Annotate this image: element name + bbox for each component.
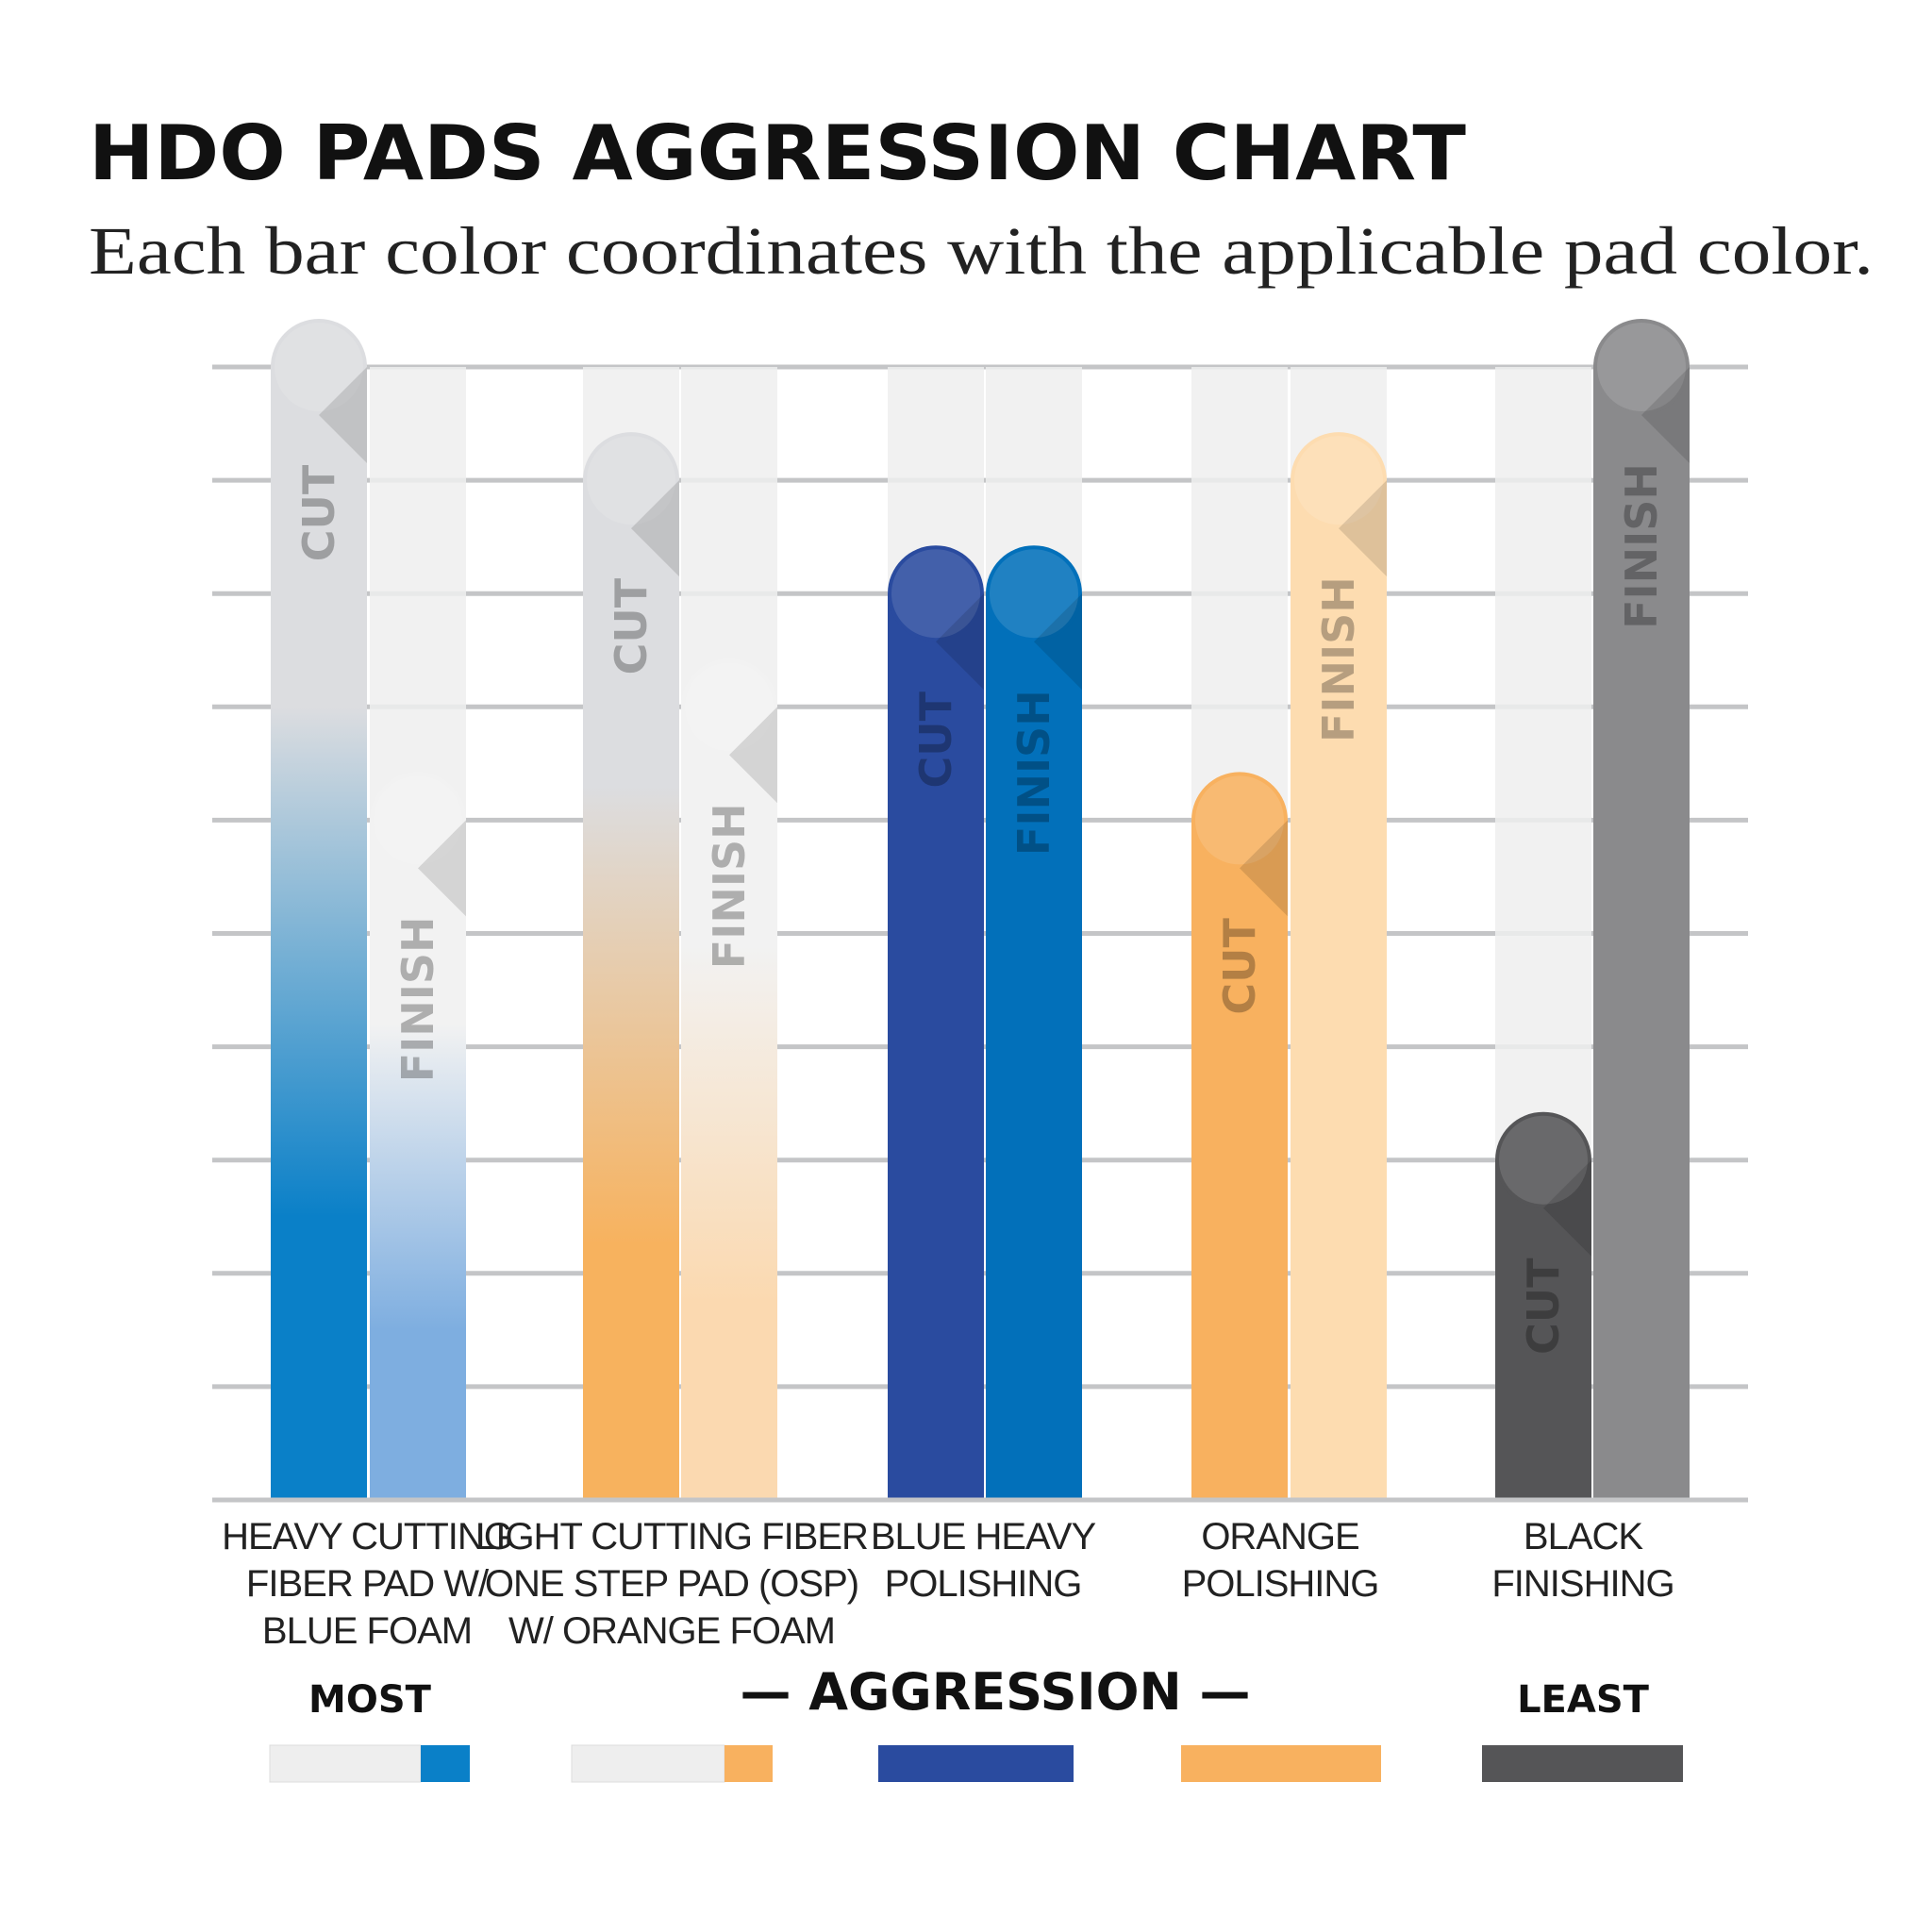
label-line: ORANGE — [1201, 1516, 1358, 1557]
bar-group: FINISH — [986, 545, 1082, 1500]
bar-cap-shade — [1499, 1115, 1588, 1205]
label-line: BLUE FOAM — [262, 1610, 472, 1652]
bar-fold — [1339, 480, 1387, 577]
bar — [1291, 480, 1387, 1501]
bar-cap — [888, 545, 984, 642]
bar-cap — [1593, 319, 1690, 415]
label-line: W/ ORANGE FOAM — [508, 1610, 835, 1652]
bar-cap — [271, 319, 367, 415]
legend-swatches — [269, 1744, 1683, 1783]
bar-cap-shade — [587, 436, 675, 525]
bar-cap-shade — [1597, 323, 1686, 411]
bar-label: FINISH — [704, 803, 755, 969]
bar-cap — [370, 772, 466, 869]
bar-cap-shade — [685, 662, 774, 752]
bar-fold — [936, 593, 984, 691]
label-line: BLACK — [1524, 1516, 1643, 1557]
bar-cap — [1291, 432, 1387, 529]
legend-axis-label: — AGGRESSION — — [740, 1662, 1250, 1722]
bar-fold — [729, 707, 777, 804]
x-tick-label: HEAVY CUTTING FIBER PAD W/BLUE FOAM — [222, 1516, 512, 1652]
bar-label: FINISH — [1008, 690, 1059, 856]
chart-title: HDO PADS AGGRESSION CHART — [89, 109, 1466, 197]
bar-fold — [1641, 367, 1690, 463]
legend-swatch — [878, 1745, 1074, 1782]
bar-fold — [1240, 820, 1288, 917]
bar — [1495, 1159, 1591, 1500]
label-line: BLUE HEAVY — [871, 1516, 1096, 1557]
legend-least: LEAST — [1517, 1678, 1650, 1722]
bar — [986, 593, 1082, 1500]
legend-swatch — [269, 1744, 422, 1783]
bar — [370, 820, 466, 1500]
bar-fold — [319, 367, 367, 463]
bar-cap-shade — [374, 775, 462, 865]
bar-label: CUT — [606, 577, 657, 675]
bar-label: FINISH — [1313, 576, 1364, 742]
legend-swatch — [1181, 1745, 1381, 1782]
bar-cap — [681, 658, 777, 756]
label-line: FINISHING — [1491, 1563, 1674, 1605]
bar-group: CUT — [583, 432, 679, 1501]
label-line: ONE STEP PAD (OSP) — [485, 1563, 858, 1605]
bar-cap — [1495, 1111, 1591, 1208]
bar-group: FINISH — [681, 658, 777, 1500]
bar-group: FINISH — [1291, 432, 1387, 1501]
legend-swatch — [421, 1745, 470, 1782]
x-tick-label: ORANGE POLISHING — [1182, 1516, 1379, 1605]
bar-cap-shade — [1294, 436, 1383, 525]
bar — [1593, 367, 1690, 1500]
bar-group: FINISH — [1593, 319, 1690, 1500]
bar-cap-shade — [275, 323, 363, 411]
bar-cap — [1191, 772, 1288, 869]
bar-fold — [1034, 593, 1082, 691]
label-line: POLISHING — [1182, 1563, 1379, 1605]
bar-group: FINISH — [370, 772, 466, 1500]
label-line: POLISHING — [885, 1563, 1082, 1605]
bar-fold — [418, 820, 466, 917]
legend-swatch — [571, 1744, 725, 1783]
bar-cap-shade — [1195, 775, 1284, 865]
label-line: FIBER PAD W/ — [246, 1563, 490, 1605]
bar-group: CUT — [271, 319, 367, 1500]
x-tick-label: BLUE HEAVY POLISHING — [871, 1516, 1096, 1605]
bar-cap-shade — [891, 549, 980, 639]
bar-group: CUT — [888, 545, 984, 1500]
legend-most: MOST — [308, 1678, 432, 1722]
bar-group: CUT — [1495, 1111, 1591, 1500]
bar — [888, 593, 984, 1500]
bar-label: CUT — [293, 464, 344, 561]
legend-swatch — [724, 1745, 773, 1782]
bar-cap-shade — [990, 549, 1078, 639]
bar-cap — [583, 432, 679, 529]
legend-swatch — [1482, 1745, 1683, 1782]
bar-fold — [631, 480, 679, 577]
bar — [1191, 820, 1288, 1500]
bar — [271, 367, 367, 1500]
label-line: HEAVY CUTTING — [222, 1516, 512, 1557]
bar-cap — [986, 545, 1082, 642]
x-tick-label: BLACK FINISHING — [1491, 1516, 1674, 1605]
bar-label: FINISH — [1616, 463, 1667, 629]
label-line: LIGHT CUTTING FIBER — [475, 1516, 868, 1557]
bar-label: CUT — [1518, 1257, 1569, 1355]
bar-label: CUT — [910, 691, 961, 788]
x-tick-label: LIGHT CUTTING FIBER ONE STEP PAD (OSP) W/ … — [475, 1516, 868, 1652]
bar-label: CUT — [1214, 918, 1265, 1015]
bar-fold — [1543, 1159, 1591, 1257]
bar-label: FINISH — [392, 917, 443, 1083]
bar-group: CUT — [1191, 772, 1288, 1500]
bar — [583, 480, 679, 1501]
chart-subtitle: Each bar color coordinates with the appl… — [89, 213, 1874, 289]
bar — [681, 707, 777, 1500]
